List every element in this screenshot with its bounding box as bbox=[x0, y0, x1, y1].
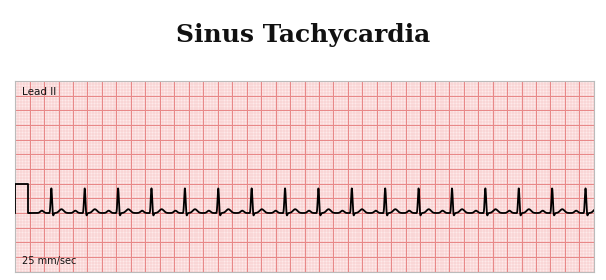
Text: Sinus Tachycardia: Sinus Tachycardia bbox=[176, 23, 430, 47]
Text: 25 mm/sec: 25 mm/sec bbox=[22, 256, 76, 266]
Text: Lead II: Lead II bbox=[22, 87, 56, 97]
